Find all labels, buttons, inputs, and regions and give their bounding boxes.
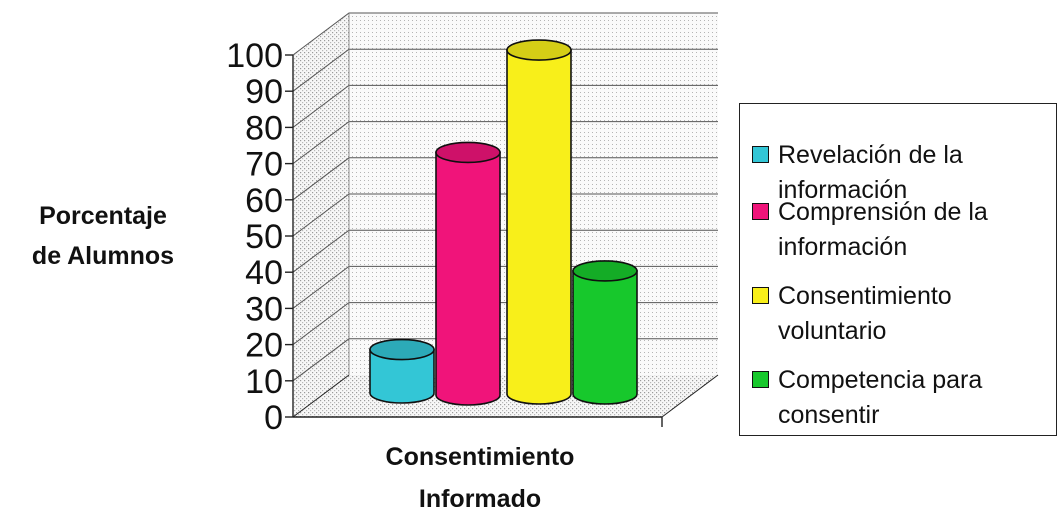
axes [285,13,719,427]
y-tick-label-40: 40 [245,254,283,292]
bar-body-1 [435,151,501,406]
legend-label-comprension: Comprensión de la información [778,198,988,261]
floor [293,375,718,417]
x-axis-title: Consentimiento Informado [330,436,630,520]
y-tick-label-10: 10 [245,363,283,401]
x-axis-title-line-1: Consentimiento [385,443,575,471]
y-axis-title: Porcentaje de Alumnos [2,196,204,276]
bar-body-3 [572,270,638,405]
bars [369,39,638,406]
legend: Revelación de la información Comprensión… [739,103,1057,436]
y-tick-label-70: 70 [245,146,283,184]
y-tick-label-20: 20 [245,327,283,365]
bar-3 [572,260,638,405]
y-tick-label-80: 80 [245,109,283,147]
y-tick-label-100: 100 [226,37,283,75]
bar-body-0 [369,348,435,404]
legend-swatch-competencia [752,371,769,388]
y-tick-label-30: 30 [245,290,283,328]
bar-0 [369,338,435,404]
y-tick-label-90: 90 [245,73,283,111]
y-tick-label-0: 0 [264,399,283,437]
chart-walls [293,13,718,417]
legend-label-competencia: Competencia para consentir [778,366,983,429]
y-tick-label-60: 60 [245,182,283,220]
y-axis-title-line-2: de Alumnos [31,242,175,270]
legend-swatch-revelacion [752,146,769,163]
y-axis-title-line-1: Porcentaje [39,202,167,230]
floor-left-edge [292,374,350,418]
legend-swatch-comprension [752,203,769,220]
bar-top-2 [506,39,572,61]
y-tick-label-50: 50 [245,218,283,256]
bar-body-2 [506,49,572,405]
legend-swatch-consentimiento [752,287,769,304]
bar-top-1 [435,141,501,164]
bar-1 [435,141,501,406]
bar-2 [506,39,572,405]
bar-top-0 [369,338,435,361]
x-axis-title-line-2: Informado [418,485,542,513]
legend-label-revelacion: Revelación de la información [778,141,963,204]
floor-right-edge [661,374,719,418]
bar-top-3 [572,260,638,282]
legend-label-consentimiento: Consentimiento voluntario [778,282,952,345]
